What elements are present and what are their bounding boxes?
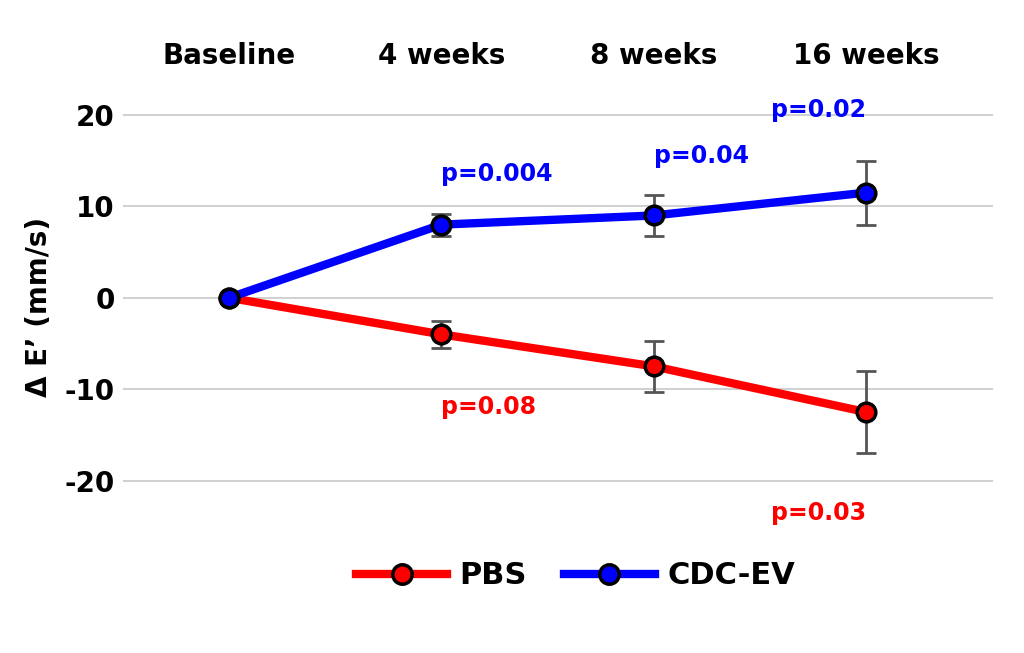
Legend: PBS, CDC-EV: PBS, CDC-EV — [343, 549, 808, 603]
Text: p=0.02: p=0.02 — [771, 99, 866, 122]
Point — [858, 187, 874, 198]
Text: p=0.03: p=0.03 — [771, 501, 866, 524]
Point — [858, 407, 874, 417]
Point — [433, 219, 450, 230]
Point — [433, 329, 450, 340]
Point — [221, 293, 238, 303]
Point — [645, 361, 662, 372]
Text: p=0.04: p=0.04 — [653, 144, 749, 168]
Point — [645, 210, 662, 221]
Text: p=0.08: p=0.08 — [441, 396, 537, 419]
Point — [221, 293, 238, 303]
Text: p=0.004: p=0.004 — [441, 163, 553, 186]
Y-axis label: Δ E’ (mm/s): Δ E’ (mm/s) — [26, 217, 53, 397]
